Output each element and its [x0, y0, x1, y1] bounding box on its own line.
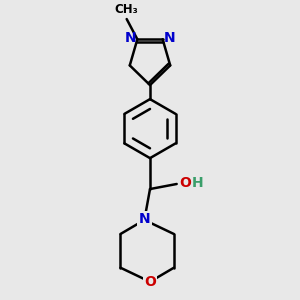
Text: N: N	[124, 31, 136, 45]
Text: CH₃: CH₃	[115, 3, 139, 16]
Text: H: H	[191, 176, 203, 190]
Text: O: O	[144, 275, 156, 289]
Text: O: O	[179, 176, 191, 190]
Text: N: N	[164, 31, 176, 45]
Text: N: N	[139, 212, 150, 226]
